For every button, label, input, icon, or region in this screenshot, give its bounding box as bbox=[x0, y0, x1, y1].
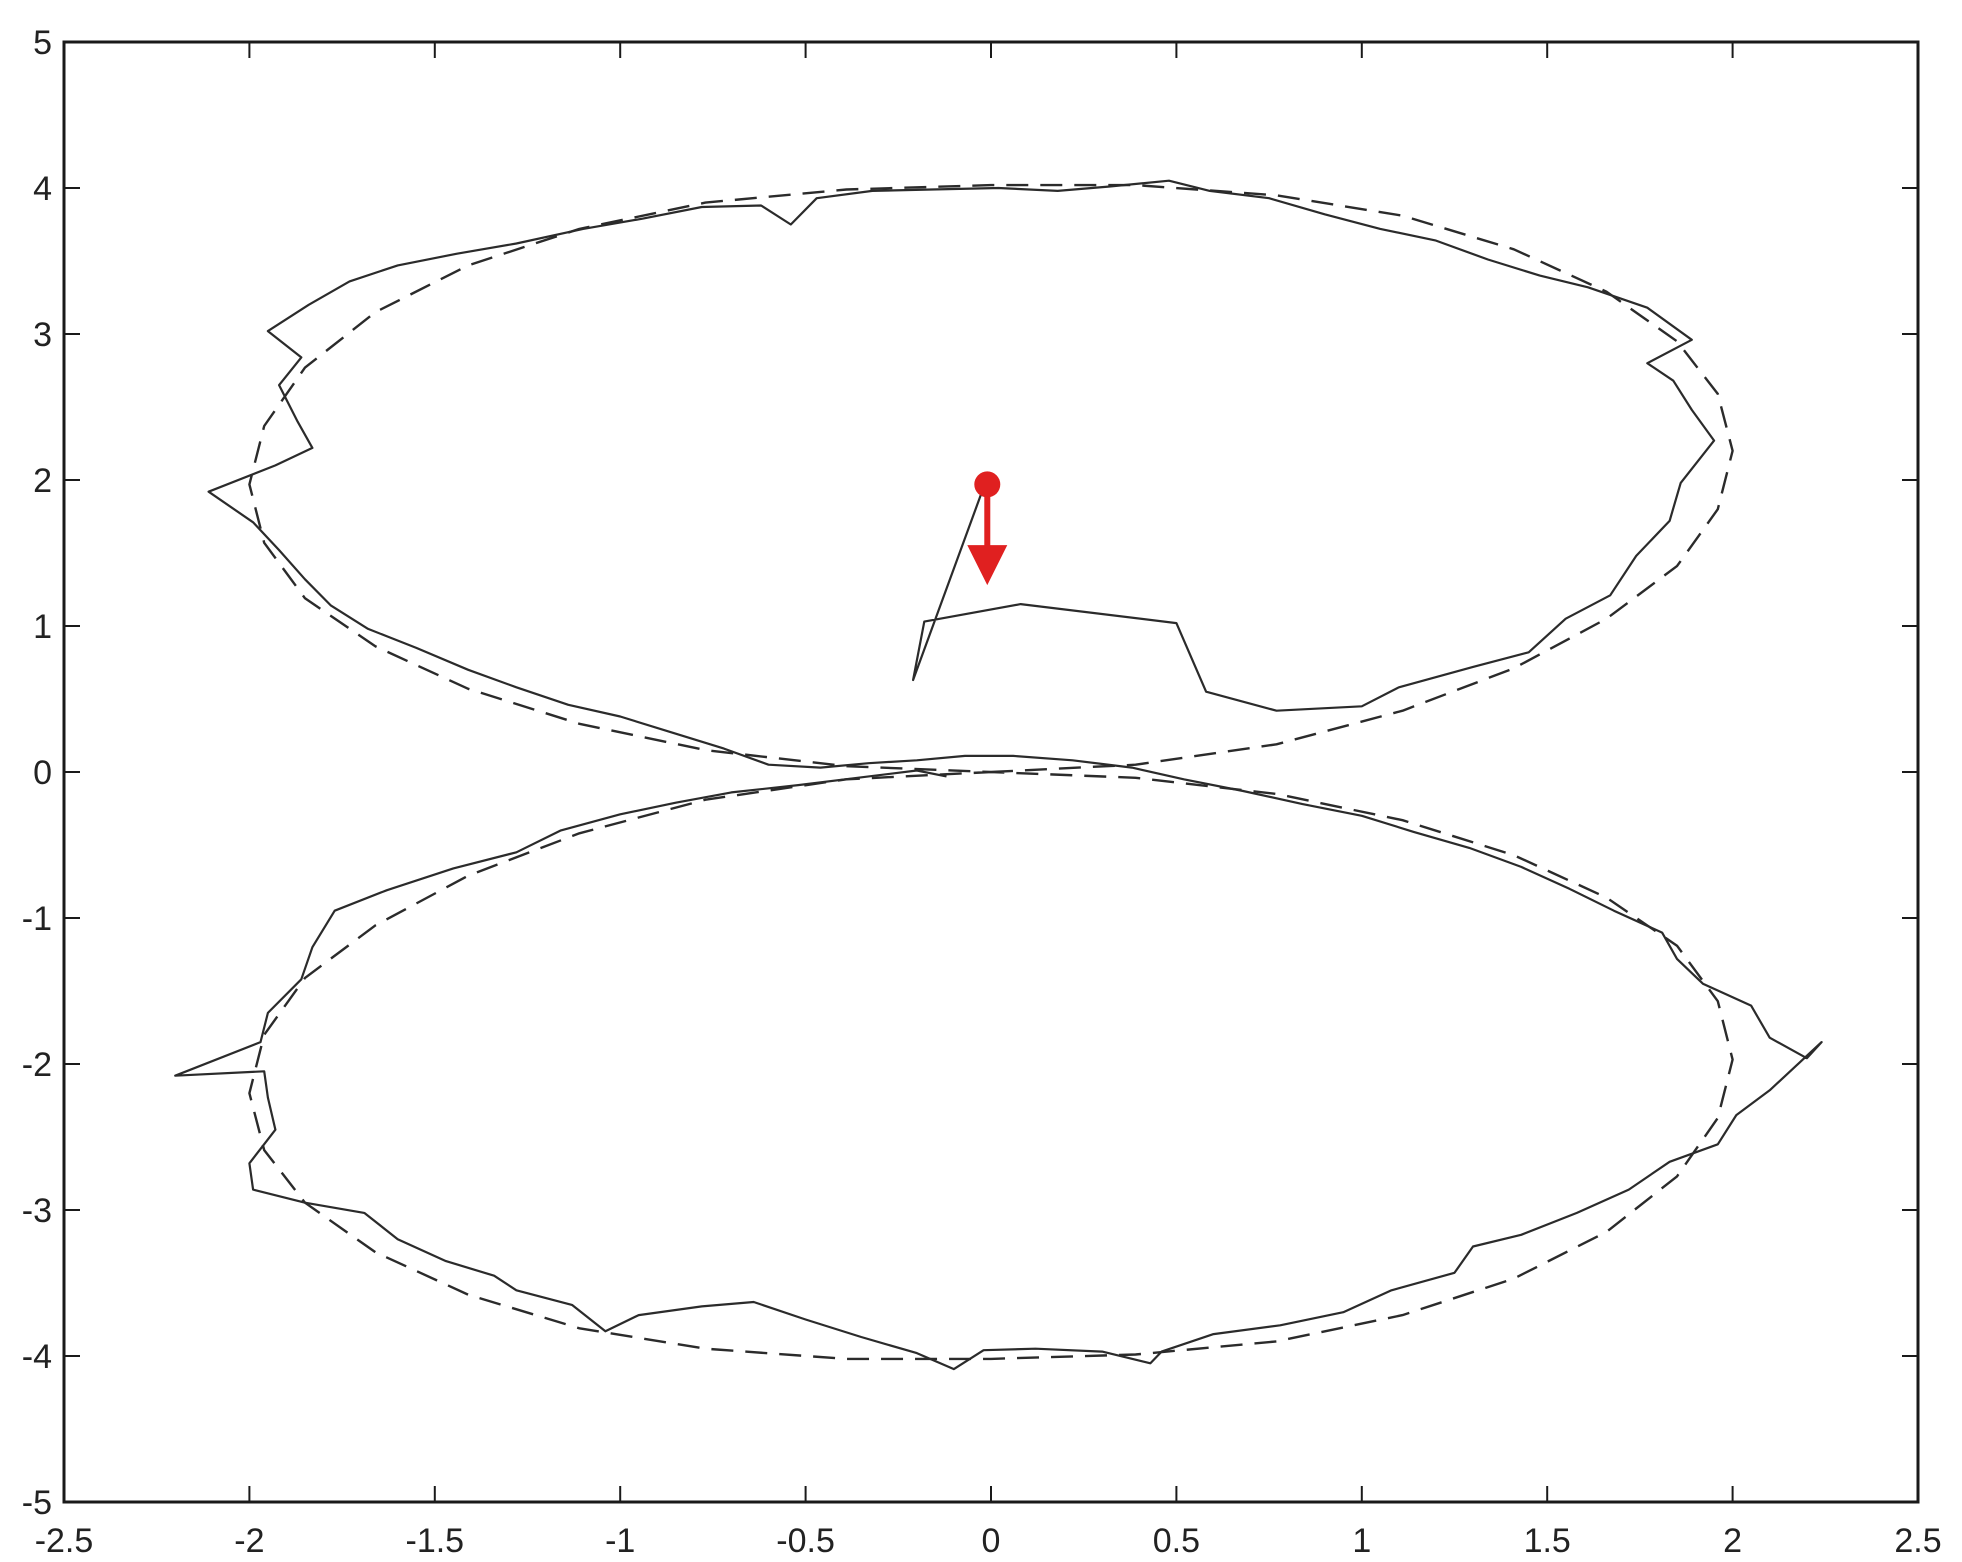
y-tick-label: 4 bbox=[33, 170, 52, 208]
y-tick-label: 2 bbox=[33, 462, 52, 500]
x-tick-label: -1.5 bbox=[406, 1522, 465, 1560]
y-tick-label: -2 bbox=[22, 1046, 52, 1084]
x-tick-label: 0 bbox=[982, 1522, 1001, 1560]
x-tick-label: -1 bbox=[605, 1522, 635, 1560]
y-tick-label: -1 bbox=[22, 900, 52, 938]
x-tick-label: -0.5 bbox=[776, 1522, 835, 1560]
x-tick-label: 0.5 bbox=[1153, 1522, 1200, 1560]
y-tick-label: -5 bbox=[22, 1484, 52, 1522]
marker-layer bbox=[967, 471, 1008, 586]
x-tick-label: -2 bbox=[234, 1522, 264, 1560]
marker-dot bbox=[974, 471, 1001, 498]
reference-curve bbox=[248, 183, 1734, 1361]
trajectory-line bbox=[174, 179, 1823, 1371]
y-tick-label: 5 bbox=[33, 24, 52, 62]
x-tick-label: 2.5 bbox=[1894, 1522, 1941, 1560]
x-tick-label: 1 bbox=[1352, 1522, 1371, 1560]
marker-arrow-head bbox=[967, 545, 1008, 586]
y-tick-label: 0 bbox=[33, 754, 52, 792]
x-tick-label: -2.5 bbox=[35, 1522, 94, 1560]
y-tick-label: -3 bbox=[22, 1192, 52, 1230]
x-tick-label: 1.5 bbox=[1524, 1522, 1571, 1560]
y-tick-label: -4 bbox=[22, 1338, 52, 1376]
y-tick-label: 1 bbox=[33, 608, 52, 646]
x-tick-label: 2 bbox=[1723, 1522, 1742, 1560]
series-layer bbox=[174, 179, 1823, 1371]
tick-layer: -2.5 -2 -1.5 -1 -0.5 0 0.5 1 1.5 2 2.5 5 4 3 2 1 0 -1 -2 -3… bbox=[22, 24, 1942, 1560]
y-tick-label: 3 bbox=[33, 316, 52, 354]
